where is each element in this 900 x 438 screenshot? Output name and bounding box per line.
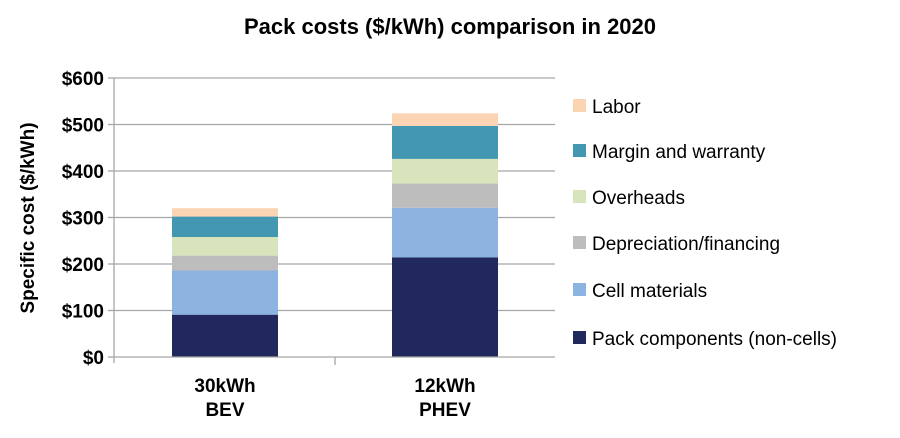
bar-segment-depreciation-financing (392, 183, 498, 208)
axes (113, 78, 555, 365)
legend-swatch (573, 99, 586, 112)
bar-segment-margin-and-warranty (172, 216, 278, 238)
y-tick-label: $200 (62, 255, 104, 276)
y-tick-label: $500 (62, 116, 104, 137)
legend-item: Pack components (non-cells) (573, 329, 837, 350)
x-tick-label: 30kWh (194, 376, 255, 397)
legend-item: Depreciation/financing (573, 234, 780, 255)
y-tick-label: $0 (83, 348, 104, 369)
legend-label: Labor (592, 97, 641, 118)
legend-swatch (573, 144, 586, 157)
bar-segment-overheads (392, 158, 498, 184)
x-tick-label: BEV (205, 400, 244, 421)
legend-swatch (573, 331, 586, 344)
legend-swatch (573, 190, 586, 203)
legend-item: Labor (573, 97, 641, 118)
y-tick-label: $100 (62, 302, 104, 323)
chart-title: Pack costs ($/kWh) comparison in 2020 (244, 14, 656, 39)
y-tick-label: $600 (62, 69, 104, 90)
bar-segment-labor (392, 113, 498, 126)
bar-segment-overheads (172, 237, 278, 256)
bar-segment-depreciation-financing (172, 255, 278, 271)
legend-item: Overheads (573, 188, 685, 209)
bar-segment-pack-components-non-cells- (172, 314, 278, 357)
y-tick-label: $400 (62, 162, 104, 183)
bars (172, 113, 498, 357)
bar-segment-cell-materials (172, 270, 278, 315)
legend-label: Pack components (non-cells) (592, 329, 837, 350)
bar-segment-margin-and-warranty (392, 125, 498, 159)
y-axis-label: Specific cost ($/kWh) (18, 122, 39, 313)
bar-segment-cell-materials (392, 207, 498, 258)
legend-swatch (573, 283, 586, 296)
legend-label: Overheads (592, 188, 685, 209)
legend-item: Cell materials (573, 281, 707, 302)
legend: Labor Margin and warranty Overheads Depreci… (573, 97, 837, 350)
y-axis-ticks: $0 $100 $200 $300 $400 $500 $600 (62, 69, 114, 369)
x-tick-label: PHEV (419, 400, 471, 421)
y-tick-label: $300 (62, 209, 104, 230)
x-axis-ticks: 30kWh BEV 12kWh PHEV (194, 376, 475, 421)
bar-segment-pack-components-non-cells- (392, 257, 498, 357)
legend-swatch (573, 236, 586, 249)
legend-label: Cell materials (592, 281, 707, 302)
legend-label: Depreciation/financing (592, 234, 780, 255)
bar-segment-labor (172, 208, 278, 217)
legend-label: Margin and warranty (592, 142, 766, 163)
legend-item: Margin and warranty (573, 142, 766, 163)
x-tick-label: 12kWh (414, 376, 475, 397)
